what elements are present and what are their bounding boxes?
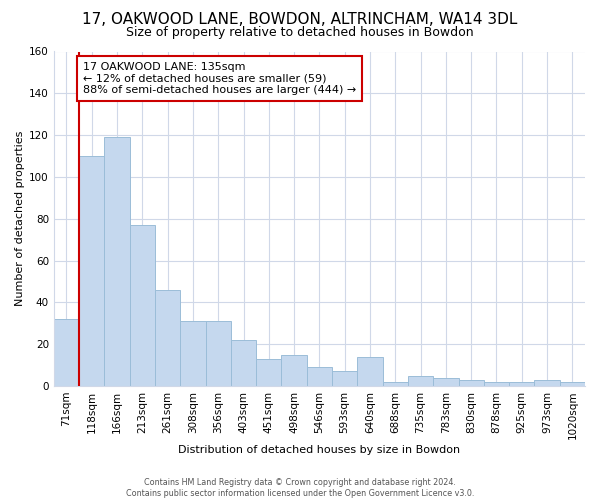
Bar <box>358 357 383 386</box>
Bar <box>383 382 408 386</box>
Bar <box>206 322 231 386</box>
Text: Contains HM Land Registry data © Crown copyright and database right 2024.
Contai: Contains HM Land Registry data © Crown c… <box>126 478 474 498</box>
Text: Size of property relative to detached houses in Bowdon: Size of property relative to detached ho… <box>126 26 474 39</box>
Bar <box>307 368 332 386</box>
Bar <box>560 382 585 386</box>
Y-axis label: Number of detached properties: Number of detached properties <box>15 131 25 306</box>
Bar <box>79 156 104 386</box>
Bar <box>231 340 256 386</box>
Bar <box>155 290 180 386</box>
Bar <box>408 376 433 386</box>
Bar <box>484 382 509 386</box>
Bar <box>332 372 358 386</box>
Bar <box>535 380 560 386</box>
Bar <box>509 382 535 386</box>
Bar <box>180 322 206 386</box>
X-axis label: Distribution of detached houses by size in Bowdon: Distribution of detached houses by size … <box>178 445 460 455</box>
Bar <box>281 354 307 386</box>
Bar <box>130 225 155 386</box>
Bar <box>256 359 281 386</box>
Text: 17, OAKWOOD LANE, BOWDON, ALTRINCHAM, WA14 3DL: 17, OAKWOOD LANE, BOWDON, ALTRINCHAM, WA… <box>82 12 518 28</box>
Bar <box>54 319 79 386</box>
Text: 17 OAKWOOD LANE: 135sqm
← 12% of detached houses are smaller (59)
88% of semi-de: 17 OAKWOOD LANE: 135sqm ← 12% of detache… <box>83 62 356 95</box>
Bar <box>104 137 130 386</box>
Bar <box>433 378 458 386</box>
Bar <box>458 380 484 386</box>
